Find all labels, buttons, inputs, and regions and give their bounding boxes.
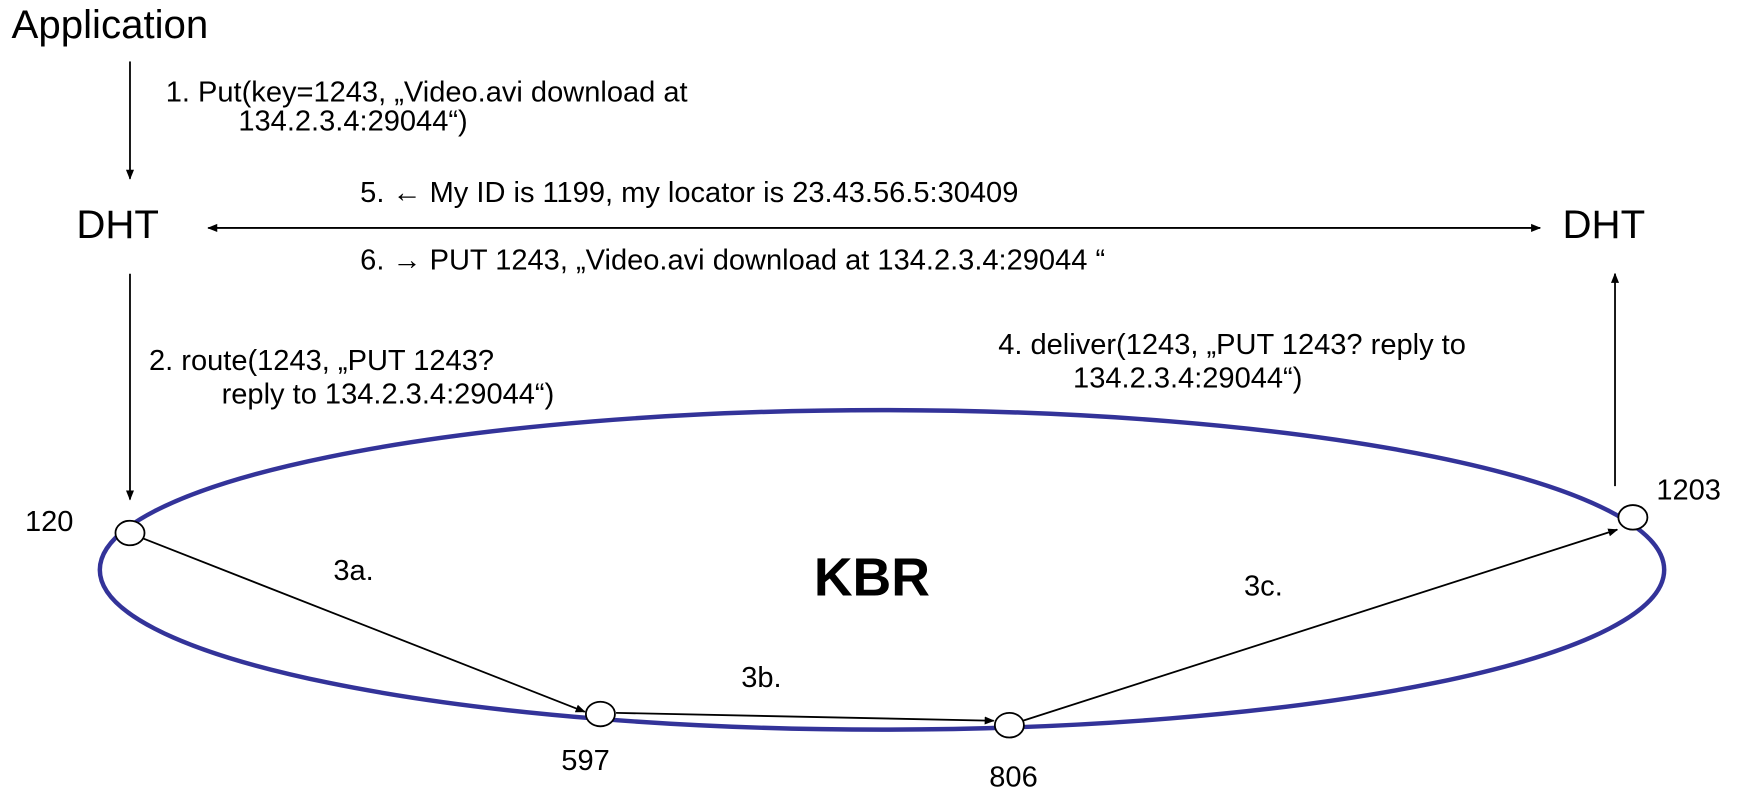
step-text: 4. deliver(1243, „PUT 1243? reply to	[998, 329, 1466, 361]
step-text: 134.2.3.4:29044“)	[238, 106, 467, 138]
hop-label: 3b.	[741, 662, 781, 694]
application-label: Application	[12, 2, 209, 47]
step-text: 134.2.3.4:29044“)	[1073, 363, 1302, 395]
step-text: 6. → PUT 1243, „Video.avi download at 13…	[360, 244, 1105, 276]
arrow	[616, 712, 995, 725]
dht-label: DHT	[76, 202, 159, 247]
node	[1617, 504, 1649, 531]
step-text: 2. route(1243, „PUT 1243?	[149, 345, 494, 377]
hop-label: 3c.	[1244, 571, 1283, 603]
arrow	[143, 537, 586, 713]
node-label: 806	[989, 762, 1037, 790]
node	[584, 700, 616, 728]
node	[114, 519, 146, 547]
ring-label: KBR	[814, 548, 930, 608]
node	[993, 712, 1025, 739]
step-text: 1. Put(key=1243, „Video.avi download at	[166, 77, 688, 109]
step-text: reply to 134.2.3.4:29044“)	[222, 378, 555, 410]
dht-label: DHT	[1562, 202, 1645, 247]
node-label: 120	[25, 506, 73, 538]
step-text: 5. ← My ID is 1199, my locator is 23.43.…	[360, 177, 1018, 209]
hop-label: 3a.	[333, 555, 373, 587]
node-label: 597	[561, 745, 609, 777]
ring	[97, 407, 1667, 732]
node-label: 1203	[1656, 474, 1721, 506]
arrow	[1022, 528, 1619, 722]
